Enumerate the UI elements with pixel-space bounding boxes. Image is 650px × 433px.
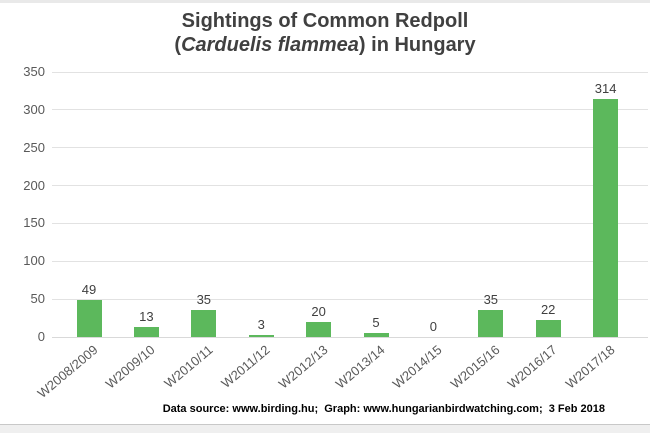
value-label-W2011-12: 3 [257,317,265,332]
window-top-edge [0,0,650,3]
value-label-W2010-11: 35 [196,292,212,307]
bar-W2010-11 [191,310,217,337]
chart-title-line1: Sightings of Common Redpoll [181,10,469,32]
x-tick-label-W2014-15: W2014/15 [389,342,446,392]
x-tick-label-W2017-18: W2017/18 [562,342,618,392]
gridline [52,222,648,224]
chart-title-line2: (Carduelis flammea) in Hungary [174,34,476,56]
y-tick-label: 200 [23,177,45,193]
value-label-W2016-17: 22 [540,302,556,317]
x-tick-label-W2013-14: W2013/14 [332,342,388,392]
value-label-W2012-13: 20 [311,304,326,319]
x-tick-label-W2016-17: W2016/17 [504,342,560,392]
gridline [52,185,648,187]
x-axis-line [52,336,648,338]
value-label-W2014-15: 0 [429,319,438,334]
value-label-W2008-2009: 49 [81,282,97,297]
value-label-W2017-18: 314 [594,81,617,96]
bar-W2008-2009 [76,300,102,337]
y-tick-label: 50 [30,291,45,307]
value-label-W2013-14: 5 [372,315,380,330]
y-tick-label: 100 [23,253,45,269]
bar-W2011-12 [248,335,274,337]
value-label-W2009-10: 13 [139,309,154,324]
species-latin-name: Carduelis flammea [181,34,359,56]
chart-title: Sightings of Common Redpoll (Carduelis f… [0,9,650,57]
gridline [52,260,648,262]
gridline [52,109,648,111]
y-tick-label: 0 [37,329,45,344]
bar-W2016-17 [535,320,561,337]
gridline [52,298,648,300]
gridline [52,71,648,73]
x-tick-label-W2008-2009: W2008/2009 [34,342,101,401]
bar-W2009-10 [133,327,159,337]
x-tick-label-W2015-16: W2015/16 [447,342,503,392]
x-tick-label-W2010-11: W2010/11 [161,342,216,391]
y-tick-label: 150 [23,215,45,231]
x-tick-label-W2011-12: W2011/12 [218,342,273,391]
x-tick-label-W2012-13: W2012/13 [275,342,331,392]
plot-area: 0 50 100 150 200 250 300 350 49 W2008/2009 13 W2009… [23,64,648,401]
x-tick-label-W2009-10: W2009/10 [102,342,159,392]
y-tick-label: 250 [23,139,45,155]
bar-W2015-16 [478,310,504,337]
y-tick-label: 350 [23,64,45,79]
value-label-W2015-16: 35 [483,292,499,307]
window-bottom-edge [0,424,650,433]
bar-W2013-14 [363,333,389,337]
gridline [52,147,648,149]
bar-W2012-13 [306,322,332,337]
source-note: Data source: www.birding.hu; Graph: www.… [162,403,605,415]
y-tick-label: 300 [23,101,45,117]
bar-W2017-18 [593,99,619,337]
